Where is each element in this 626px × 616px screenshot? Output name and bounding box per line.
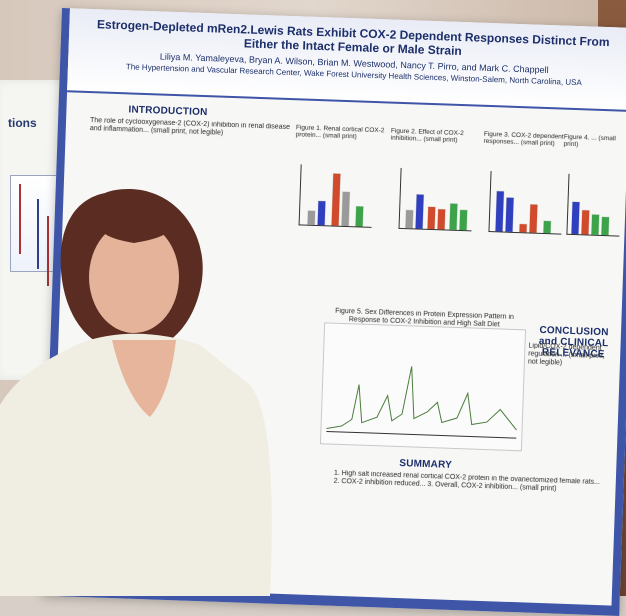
spectrum-figure (319, 322, 527, 452)
chart-bar (331, 173, 341, 226)
presenter-silhouette (0, 189, 272, 596)
figure-caption-2: Figure 2. Effect of COX-2 inhibition... … (390, 127, 464, 144)
chart-bar (341, 191, 350, 227)
intro-heading: INTRODUCTION (128, 104, 208, 119)
mini-chart-axis (298, 164, 374, 228)
chart-bar (459, 210, 468, 231)
chart-bar (543, 220, 551, 234)
mini-bar-chart-1 (292, 156, 377, 237)
spectrum-trace (326, 366, 517, 439)
chart-bar (529, 204, 538, 233)
mini-chart-axis (566, 173, 622, 237)
figure-caption-4: Figure 4. ... (small print) (563, 133, 616, 149)
mini-bar-chart-2 (392, 160, 477, 241)
presenter-person (0, 185, 290, 596)
chart-bar (355, 206, 364, 227)
chart-bar (581, 210, 590, 235)
chart-bar (317, 201, 326, 226)
mini-bar-chart-4 (560, 166, 623, 246)
chart-bar (591, 214, 600, 235)
chart-bar (505, 197, 514, 232)
chart-bar (571, 201, 580, 235)
chart-bar (307, 210, 316, 225)
left-poster-title: tions (8, 116, 37, 130)
research-poster: Estrogen-Depleted mRen2.Lewis Rats Exhib… (41, 8, 626, 616)
mini-chart-axis (398, 167, 474, 232)
left-poster-figure (10, 175, 60, 272)
mini-chart-axis (488, 171, 564, 235)
figure-caption-1: Figure 1. Renal cortical COX-2 protein..… (295, 124, 385, 141)
summary-heading: SUMMARY (399, 458, 453, 471)
chart-bar (427, 206, 436, 230)
summary-text: 1. High salt increased renal cortical CO… (333, 469, 601, 493)
mini-bar-chart-3 (482, 163, 567, 244)
chart-bar (415, 194, 424, 229)
chart-bar (449, 203, 458, 230)
chart-bar (495, 191, 504, 232)
chart-bar (601, 216, 610, 236)
chart-bar (405, 210, 414, 229)
chart-bar (519, 224, 527, 233)
chart-bar (437, 209, 446, 230)
poster-header: Estrogen-Depleted mRen2.Lewis Rats Exhib… (67, 8, 626, 112)
